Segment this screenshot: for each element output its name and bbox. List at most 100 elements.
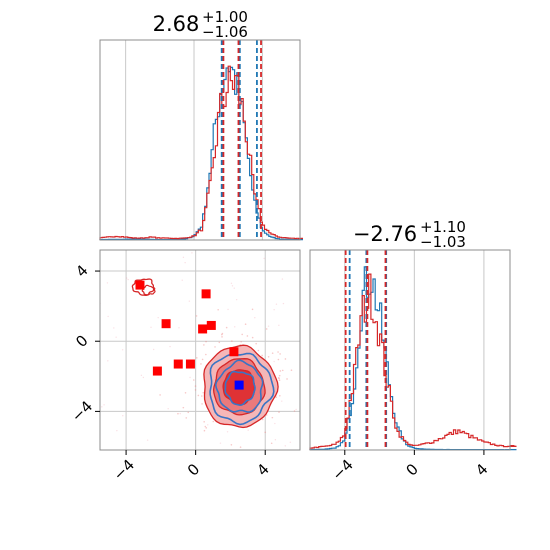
sample-dot (159, 394, 161, 396)
sample-dot (202, 391, 205, 394)
sample-dot (280, 463, 282, 465)
sample-dot (257, 349, 260, 352)
marginal-x-title-lower: −1.06 (202, 23, 248, 41)
sample-dot (231, 285, 234, 287)
x-tick-label: 4 (472, 460, 491, 479)
sample-dot (212, 420, 215, 423)
sample-dot (308, 365, 310, 367)
y-tick-label: 4 (72, 261, 91, 280)
sample-dot (284, 358, 287, 360)
sample-dot (107, 360, 109, 362)
sample-dot (121, 349, 124, 351)
sample-dot (251, 336, 254, 339)
marginal-x-title-value: 2.68 (153, 12, 200, 36)
sample-dot (241, 333, 243, 336)
red-square-marker (206, 320, 216, 330)
sample-dot (200, 395, 203, 397)
sample-dot (169, 345, 171, 348)
sample-dot (268, 451, 270, 453)
sample-dot (203, 421, 205, 423)
sample-dot (103, 404, 105, 406)
sample-dot (207, 424, 209, 426)
red-square-marker (185, 359, 195, 369)
sample-dot (142, 376, 145, 379)
red-square-marker (201, 289, 211, 299)
sample-dot (188, 300, 191, 302)
sample-dot (267, 325, 270, 327)
sample-dot (152, 348, 155, 351)
sample-dot (263, 257, 265, 260)
marginal-x-panel: 2.68 +1.00 −1.06 (99, 8, 304, 241)
sample-dot (157, 316, 159, 319)
joint-panel: −4 0 4 4 0 −4 (68, 249, 310, 484)
marginal-y-panel: −2.76 +1.10 −1.03 −4 0 4 (309, 218, 517, 484)
marginal-y-title-lower: −1.03 (420, 233, 466, 251)
sample-dot (246, 335, 249, 337)
red-square-marker (161, 319, 171, 329)
x-tick-label: 0 (184, 460, 203, 479)
sample-dot (101, 406, 103, 408)
sample-dot (278, 374, 281, 377)
red-contour-island (131, 278, 155, 296)
sample-dot (289, 441, 292, 443)
sample-dot (234, 326, 236, 328)
sample-dot (214, 346, 216, 348)
sample-dot (233, 287, 235, 289)
sample-dot (194, 385, 197, 387)
blue-contour (214, 359, 264, 413)
sample-dot (230, 443, 233, 446)
sample-dot (178, 327, 180, 329)
sample-dot (279, 353, 281, 355)
histogram-series-blue (309, 266, 517, 451)
sample-dot (122, 415, 124, 417)
sample-dot (251, 308, 254, 311)
sample-dot (282, 302, 285, 305)
sample-dot (192, 379, 195, 381)
sample-dot (290, 369, 293, 372)
sample-dot (270, 442, 273, 445)
sample-dot (261, 418, 264, 421)
sample-dot (277, 358, 280, 361)
sample-dot (205, 353, 207, 356)
sample-dot (217, 308, 219, 311)
sample-dot (127, 278, 129, 281)
red-square-marker (135, 280, 145, 290)
sample-dot (254, 316, 256, 319)
sample-dot (189, 376, 191, 379)
sample-dot (278, 411, 280, 413)
marginal-x-title-upper: +1.00 (202, 8, 248, 26)
sample-dot (271, 416, 274, 419)
sample-dot (255, 342, 257, 345)
sample-dot (221, 333, 223, 336)
sample-dot (271, 352, 274, 354)
sample-dot (293, 410, 296, 412)
sample-dot (239, 446, 242, 448)
blue-contour (209, 352, 275, 426)
sample-dot (205, 427, 208, 429)
sample-dot (205, 340, 207, 343)
sample-dot (203, 429, 206, 432)
red-square-marker (173, 359, 183, 369)
sample-dot (284, 445, 286, 447)
y-tick-label: −4 (68, 397, 96, 425)
sample-dot (240, 340, 242, 343)
sample-dot (146, 439, 149, 441)
marginal-x-frame (99, 39, 301, 241)
sample-dot (195, 357, 198, 359)
sample-dot (184, 392, 187, 394)
blue-contour (224, 370, 256, 407)
histogram-series-red (99, 65, 304, 240)
sample-dot (221, 336, 223, 338)
sample-dot (275, 396, 278, 399)
red-square-marker (229, 347, 239, 357)
sample-dot (195, 315, 198, 317)
sample-dot (281, 400, 283, 402)
sample-dot (275, 303, 278, 305)
sample-dot (140, 374, 143, 377)
sample-dot (279, 370, 282, 372)
sample-dot (225, 326, 228, 329)
sample-dot (167, 408, 169, 410)
sample-dot (115, 336, 117, 338)
sample-dot (286, 378, 288, 380)
